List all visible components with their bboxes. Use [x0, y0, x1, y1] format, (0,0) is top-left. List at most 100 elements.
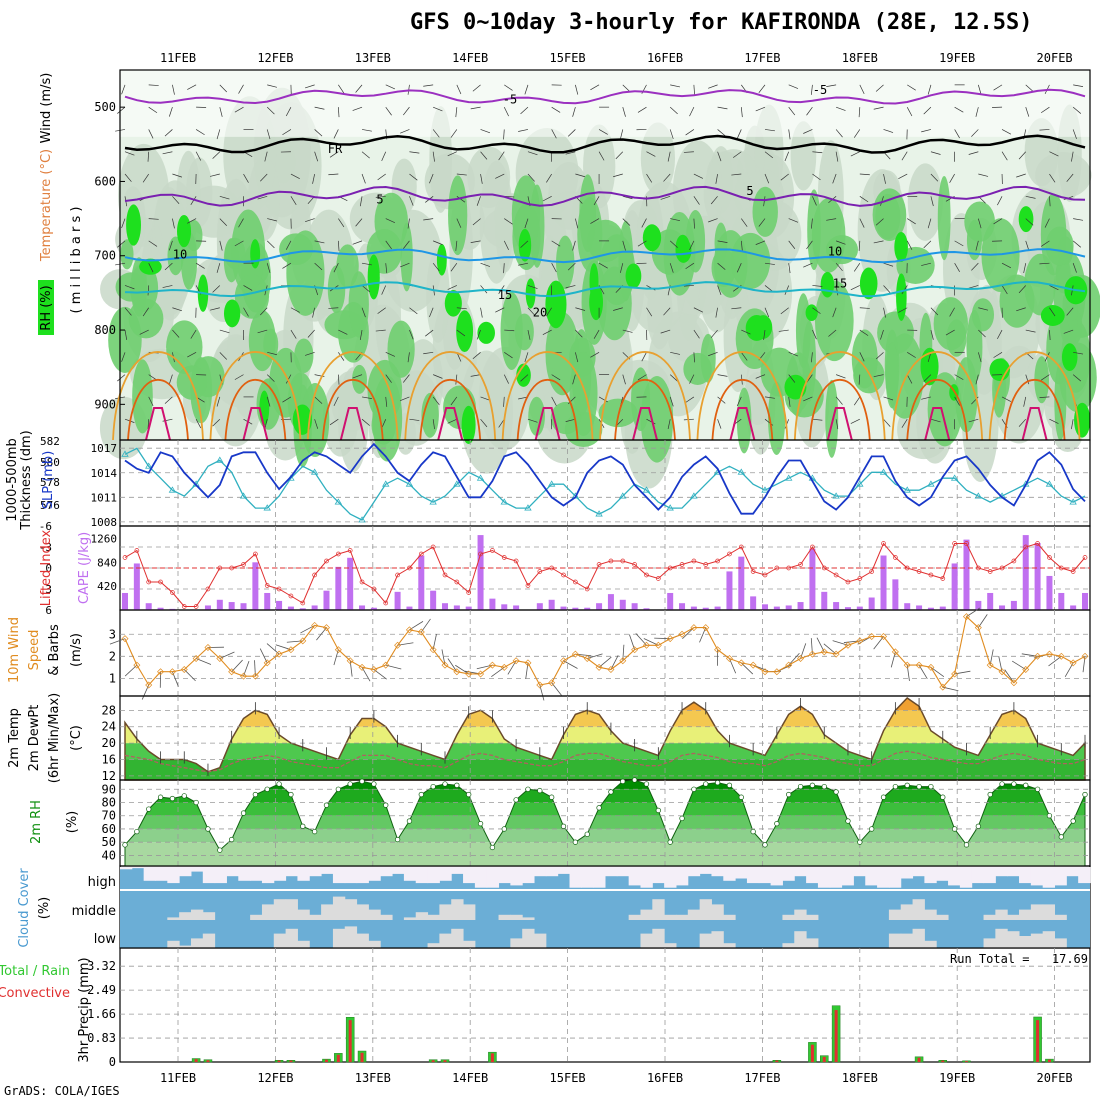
- wind-barb: [546, 307, 552, 317]
- lifted-index-marker: [715, 558, 720, 564]
- wind-speed-marker: [465, 670, 473, 678]
- cloud-bar: [463, 904, 476, 920]
- wind-barb: [575, 352, 579, 363]
- precip-conv-bar: [822, 1056, 826, 1062]
- wind-barb: [755, 240, 766, 245]
- lifted-index-marker: [1011, 558, 1017, 564]
- wind-barb: [455, 374, 458, 385]
- ylabel-wind-unit: (m/s): [69, 633, 84, 667]
- contour-label: -5: [813, 83, 827, 97]
- wind-barb: [290, 196, 297, 205]
- rh-area-green: [279, 233, 313, 266]
- wind-barb: [660, 329, 671, 334]
- wind-speed-marker: [524, 659, 532, 667]
- date-label-bottom: 19FEB: [939, 1071, 975, 1085]
- lifted-index-marker: [632, 562, 637, 567]
- rh-area-bright: [436, 243, 447, 276]
- wind-barb: [257, 329, 268, 334]
- cloud-bar: [534, 933, 547, 948]
- wind-barb: [1066, 307, 1074, 316]
- wind-barb: [1072, 106, 1082, 114]
- wind-speed-marker: [394, 641, 402, 649]
- lifted-index-marker: [987, 569, 993, 574]
- rh-area-bright: [754, 315, 773, 339]
- ylabel-precip: 3hr Precip (mm): [77, 957, 92, 1062]
- isotherm-20: [112, 351, 204, 441]
- isotherm-20: [209, 351, 302, 441]
- wind-barb: [683, 151, 694, 153]
- wind-barb: [669, 129, 674, 140]
- cloud-bar: [451, 928, 464, 948]
- wind-speed-marker: [714, 646, 722, 654]
- cape-bar: [1034, 543, 1041, 610]
- wind-barb: [646, 173, 653, 183]
- wind-speed-marker: [785, 661, 793, 669]
- cape-bar: [442, 603, 448, 610]
- cloud-bar: [380, 914, 393, 920]
- cloud-clear-bar: [120, 867, 133, 870]
- rh-tick: 70: [102, 809, 116, 823]
- cloud-bar: [427, 914, 440, 920]
- date-label-bottom: 14FEB: [452, 1071, 488, 1085]
- cloud-bar: [995, 909, 1008, 920]
- cloud-clear-bar: [664, 867, 677, 888]
- wind-barb: [480, 262, 491, 267]
- lifted-index-marker: [774, 565, 780, 571]
- wind-barb: [352, 240, 363, 245]
- ylabel-rh-unit: (%): [65, 811, 80, 834]
- precip-conv-bar: [775, 1060, 779, 1062]
- wind-barb: [1025, 329, 1036, 333]
- wind-speed-marker: [145, 681, 153, 689]
- cloud-clear-bar: [179, 867, 192, 877]
- wind-barb: [835, 129, 843, 138]
- wind-barb: [542, 195, 552, 202]
- rh-area-green: [640, 375, 674, 463]
- wind-barb: [907, 352, 916, 358]
- cloud-bar: [510, 914, 523, 920]
- cloud-clear-bar: [865, 867, 878, 886]
- rh-area-green: [132, 359, 153, 434]
- wind-speed-marker: [725, 655, 733, 663]
- wind-barb: [993, 352, 1003, 358]
- rh-marker: [146, 806, 152, 812]
- lifted-index-marker: [1058, 565, 1064, 571]
- thickness-marker: [524, 504, 532, 511]
- wind-barb: [812, 307, 821, 314]
- rh-marker: [655, 807, 661, 814]
- wind-barb: [432, 151, 435, 162]
- wind-barb: [266, 240, 275, 249]
- wind-barb: [142, 173, 149, 183]
- wind-barb: [216, 129, 221, 140]
- cape-bar: [939, 606, 946, 610]
- wind-barb: [385, 218, 396, 223]
- isotherm-20: [599, 351, 691, 441]
- wind-speed-marker: [405, 626, 413, 634]
- isotherm-20: [793, 351, 886, 441]
- wind-barb: [329, 151, 339, 158]
- wind-barb: [456, 84, 462, 95]
- rh-marker: [311, 828, 318, 835]
- wind-speed-marker: [358, 663, 366, 671]
- lifted-index-marker: [869, 569, 875, 574]
- lifted-index-marker: [158, 579, 163, 585]
- wind-barb: [470, 374, 481, 377]
- wind-barb: [764, 173, 770, 184]
- ylabel-temp-unit: (°C): [69, 725, 84, 751]
- cloud-bar: [995, 928, 1008, 948]
- cape-bar: [1046, 575, 1053, 610]
- cape-bar: [465, 606, 472, 610]
- rh-marker: [537, 787, 543, 794]
- thickness-marker: [216, 456, 224, 463]
- wind-barb: [811, 218, 813, 229]
- rh-marker: [572, 839, 579, 845]
- wind-barb: [883, 418, 891, 427]
- precip-conv-bar: [1047, 1059, 1051, 1062]
- wind-speed-marker: [619, 657, 627, 665]
- cloud-bar: [1007, 914, 1020, 920]
- wind-speed-marker: [939, 683, 947, 691]
- lifted-index-marker: [750, 569, 756, 574]
- wind-barb: [142, 307, 149, 317]
- cloud-clear-bar: [735, 867, 748, 879]
- ylabel-slp: SLP (mb): [41, 451, 56, 510]
- cloud-clear-bar: [770, 867, 783, 886]
